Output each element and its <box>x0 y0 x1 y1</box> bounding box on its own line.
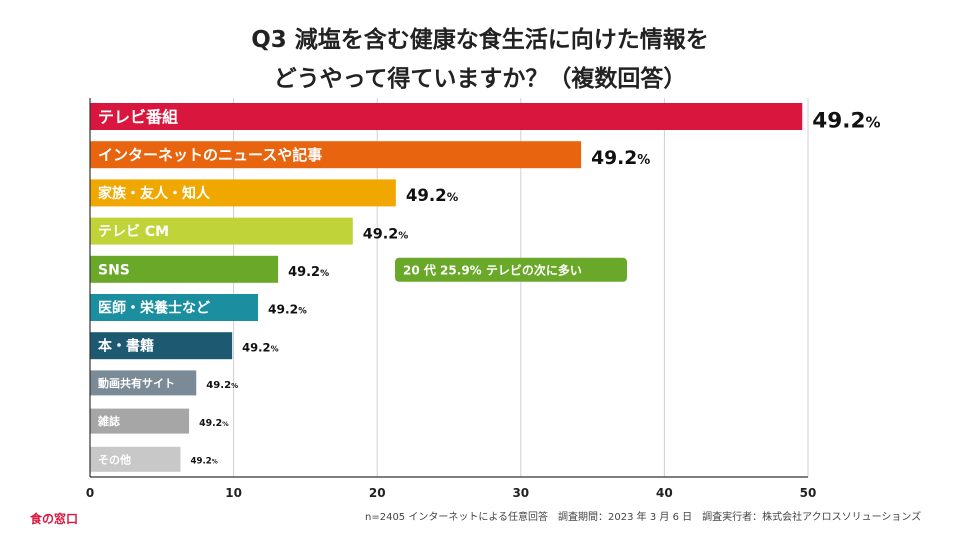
annotation-box <box>395 257 627 282</box>
bar-9 <box>90 446 181 472</box>
annotation: 20 代 25.9% テレビの次に多い <box>395 257 627 282</box>
chart-title-line-1: Q3 減塩を含む健康な食生活に向けた情報を <box>251 27 709 53</box>
value-number-9: 49.2 <box>190 457 211 467</box>
value-label-3: 49.2% <box>363 226 409 242</box>
x-tick-50: 50 <box>800 486 817 500</box>
value-suffix-0: % <box>866 113 881 131</box>
x-tick-0: 0 <box>86 486 94 500</box>
value-label-0: 49.2% <box>812 108 880 133</box>
bars: テレビ番組 49.2% インターネットのニュースや記事 49.2% 家族・友人・知人 49… <box>90 103 881 472</box>
bar-label-5: 医師・栄養士など <box>98 300 210 317</box>
bar-4 <box>90 255 279 283</box>
bar-1 <box>90 141 582 169</box>
bar-label-3: テレビ CM <box>98 224 169 240</box>
value-label-1: 49.2% <box>591 148 650 169</box>
bar-6 <box>90 332 233 360</box>
value-suffix-2: % <box>447 190 459 204</box>
value-label-4: 49.2% <box>288 265 329 280</box>
chart-title-line-2: どうやって得ていますか？（複数回答） <box>273 66 687 92</box>
value-label-7: 49.2% <box>206 380 238 391</box>
value-suffix-9: % <box>212 459 218 466</box>
value-number-3: 49.2 <box>363 226 399 242</box>
value-number-6: 49.2 <box>242 340 270 354</box>
value-number-2: 49.2 <box>406 186 447 205</box>
survey-note: n=2405 インターネットによる任意回答 調査期間：2023 年 3 月 6 … <box>365 512 922 523</box>
bar-label-4: SNS <box>98 262 130 278</box>
value-suffix-1: % <box>637 153 650 168</box>
x-tick-30: 30 <box>512 486 529 500</box>
x-axis: 0 10 20 30 40 50 <box>86 98 817 500</box>
value-number-4: 49.2 <box>288 265 320 280</box>
x-tick-20: 20 <box>369 486 386 500</box>
value-label-6: 49.2% <box>242 340 278 354</box>
x-tick-40: 40 <box>656 486 673 500</box>
value-number-8: 49.2 <box>199 418 222 429</box>
bar-label-6: 本・書籍 <box>98 338 154 355</box>
bar-label-8: 雑誌 <box>97 414 120 428</box>
value-number-5: 49.2 <box>268 303 298 317</box>
value-number-0: 49.2 <box>812 108 865 133</box>
bar-3 <box>90 217 353 245</box>
bar-7 <box>90 370 197 396</box>
x-tick-10: 10 <box>225 486 242 500</box>
value-suffix-8: % <box>222 420 229 428</box>
value-suffix-4: % <box>320 269 329 279</box>
value-label-2: 49.2% <box>406 186 459 205</box>
value-label-5: 49.2% <box>268 303 307 317</box>
bar-0 <box>90 103 803 130</box>
bar-label-1: インターネットのニュースや記事 <box>98 146 322 164</box>
bar-2 <box>90 179 396 207</box>
value-suffix-3: % <box>398 230 408 241</box>
bar-5 <box>90 294 259 321</box>
bar-label-7: 動画共有サイト <box>98 376 175 390</box>
value-suffix-6: % <box>271 344 279 353</box>
value-number-7: 49.2 <box>206 380 231 391</box>
bar-8 <box>90 408 190 434</box>
bar-label-0: テレビ番組 <box>98 107 178 126</box>
value-suffix-5: % <box>298 307 307 317</box>
value-suffix-7: % <box>231 382 238 390</box>
bar-label-2: 家族・友人・知人 <box>98 185 211 202</box>
bar-label-9: その他 <box>98 452 131 466</box>
value-label-9: 49.2% <box>190 457 217 467</box>
value-label-8: 49.2% <box>199 418 229 429</box>
value-number-1: 49.2 <box>591 148 637 169</box>
annotation-text: 20 代 25.9% テレビの次に多い <box>403 262 582 277</box>
brand-logo: 食の窓口 <box>30 512 79 526</box>
